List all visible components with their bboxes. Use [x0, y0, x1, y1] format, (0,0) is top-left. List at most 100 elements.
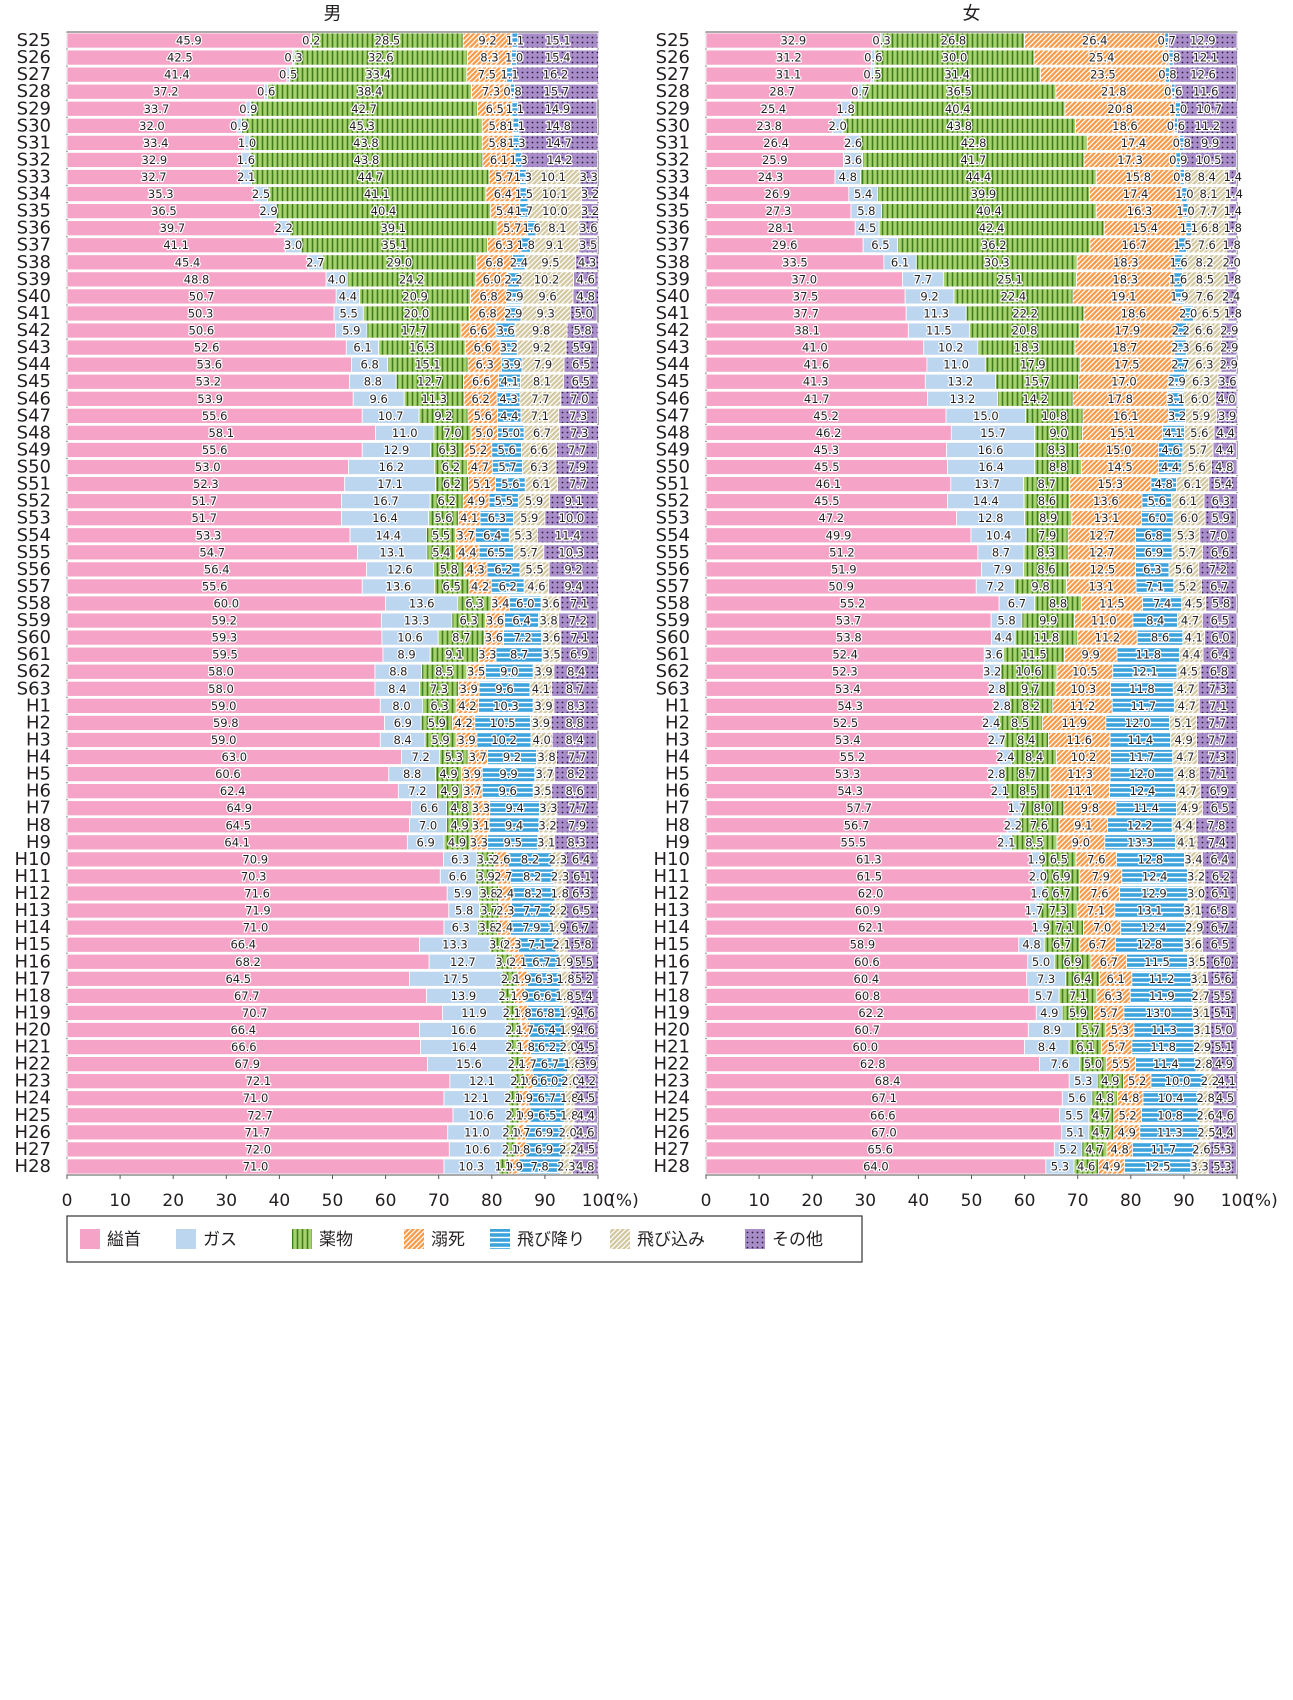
- data-label: 4.4: [1182, 648, 1200, 662]
- data-label: 41.7: [961, 153, 987, 167]
- data-label: 8.6: [1037, 562, 1055, 576]
- data-label: 4.7: [1178, 699, 1196, 713]
- data-label: 62.4: [220, 784, 246, 798]
- bar-segment: [560, 390, 599, 407]
- data-label: 6.0: [483, 272, 501, 286]
- data-label: 7.7: [523, 904, 541, 918]
- data-label: 5.1: [1066, 1125, 1084, 1139]
- data-label: 5.5: [495, 494, 513, 508]
- data-label: 3.2: [1168, 409, 1186, 423]
- data-label: 6.7: [1210, 579, 1228, 593]
- data-label: 3.9: [532, 716, 550, 730]
- data-label: 60.0: [213, 597, 239, 611]
- data-label: 61.3: [856, 852, 882, 866]
- bar-segment: [1227, 220, 1238, 237]
- data-label: 6.3: [1143, 562, 1161, 576]
- data-label: 11.2: [1070, 699, 1096, 713]
- data-label: 71.0: [243, 921, 269, 935]
- data-label: 6.0: [1211, 631, 1229, 645]
- category-label: H4: [26, 747, 51, 768]
- data-label: 6.4: [1211, 648, 1229, 662]
- x-tick-label: 50: [961, 1191, 983, 1211]
- data-label: 8.2: [567, 767, 585, 781]
- data-label: 52.3: [832, 665, 858, 679]
- data-label: 2.3: [496, 904, 514, 918]
- bar-segment: [1227, 305, 1238, 322]
- data-label: 3.5: [467, 665, 485, 679]
- data-label: 15.1: [1110, 426, 1136, 440]
- data-label: 15.6: [456, 1057, 482, 1071]
- data-label: 8.5: [435, 665, 453, 679]
- data-label: 27.3: [766, 204, 792, 218]
- data-label: 17.4: [1123, 187, 1149, 201]
- data-label: 5.5: [340, 306, 358, 320]
- data-label: 3.4: [1184, 852, 1202, 866]
- data-label: 16.2: [543, 68, 569, 82]
- data-label: 53.3: [835, 767, 861, 781]
- data-label: 5.6: [1187, 460, 1205, 474]
- data-label: 1.8: [517, 238, 535, 252]
- data-label: 51.9: [831, 562, 857, 576]
- data-label: 14.8: [545, 119, 571, 133]
- x-tick-label: 0: [701, 1191, 712, 1211]
- data-label: 1.7: [515, 204, 533, 218]
- data-label: 9.1: [565, 494, 583, 508]
- data-label: 55.6: [202, 409, 228, 423]
- data-label: 42.4: [979, 221, 1005, 235]
- data-label: 5.7: [1178, 545, 1196, 559]
- data-label: 15.8: [1125, 170, 1151, 184]
- category-label: S63: [17, 678, 51, 699]
- data-label: 15.1: [545, 34, 571, 48]
- data-label: 8.4: [1146, 614, 1164, 628]
- data-label: 53.4: [835, 682, 861, 696]
- data-label: 8.1: [1199, 187, 1217, 201]
- data-label: 6.9: [1052, 869, 1070, 883]
- category-label: S47: [17, 405, 51, 426]
- data-label: 17.3: [1117, 153, 1143, 167]
- data-label: 5.3: [445, 750, 463, 764]
- data-label: 7.9: [993, 562, 1011, 576]
- category-label: S40: [17, 286, 51, 307]
- data-label: 9.0: [500, 665, 518, 679]
- bar-segment: [550, 714, 599, 731]
- data-label: 8.7: [1037, 477, 1055, 491]
- data-label: 7.1: [1209, 767, 1227, 781]
- data-label: 4.5: [577, 1091, 595, 1105]
- data-label: 7.9: [1038, 528, 1056, 542]
- data-label: 5.2: [1178, 579, 1196, 593]
- data-label: 57.7: [846, 801, 872, 815]
- data-label: 6.4: [1210, 852, 1228, 866]
- data-label: 8.7: [452, 631, 470, 645]
- data-label: 7.6: [1050, 1057, 1068, 1071]
- bar-segment: [565, 339, 598, 356]
- data-label: 7.2: [408, 784, 426, 798]
- data-label: 7.3: [482, 85, 500, 99]
- x-unit: (%): [609, 1191, 638, 1211]
- data-label: 20.8: [1107, 102, 1133, 116]
- data-label: 12.8: [1137, 938, 1163, 952]
- category-label: S32: [17, 149, 51, 170]
- data-label: 17.1: [377, 477, 403, 491]
- data-label: 18.3: [1014, 341, 1040, 355]
- data-label: 5.7: [520, 545, 538, 559]
- data-label: 12.9: [384, 443, 410, 457]
- data-label: 2.7: [1191, 989, 1209, 1003]
- data-label: 2.1: [509, 955, 527, 969]
- data-label: 18.7: [1112, 341, 1138, 355]
- data-label: 5.6: [1175, 562, 1193, 576]
- data-label: 13.1: [1137, 904, 1163, 918]
- data-label: 8.9: [1039, 511, 1057, 525]
- data-label: 6.3: [465, 597, 483, 611]
- data-label: 14.2: [1022, 392, 1048, 406]
- data-label: 10.6: [468, 1108, 494, 1122]
- data-label: 59.8: [213, 716, 239, 730]
- data-label: 1.9: [559, 1006, 577, 1020]
- data-label: 8.4: [1025, 750, 1043, 764]
- data-label: 0.5: [279, 68, 297, 82]
- bar-segment: [572, 1158, 599, 1175]
- data-label: 45.4: [175, 255, 201, 269]
- data-label: 4.9: [1040, 1006, 1058, 1020]
- category-label: H8: [26, 815, 51, 836]
- data-label: 2.4: [508, 1057, 526, 1071]
